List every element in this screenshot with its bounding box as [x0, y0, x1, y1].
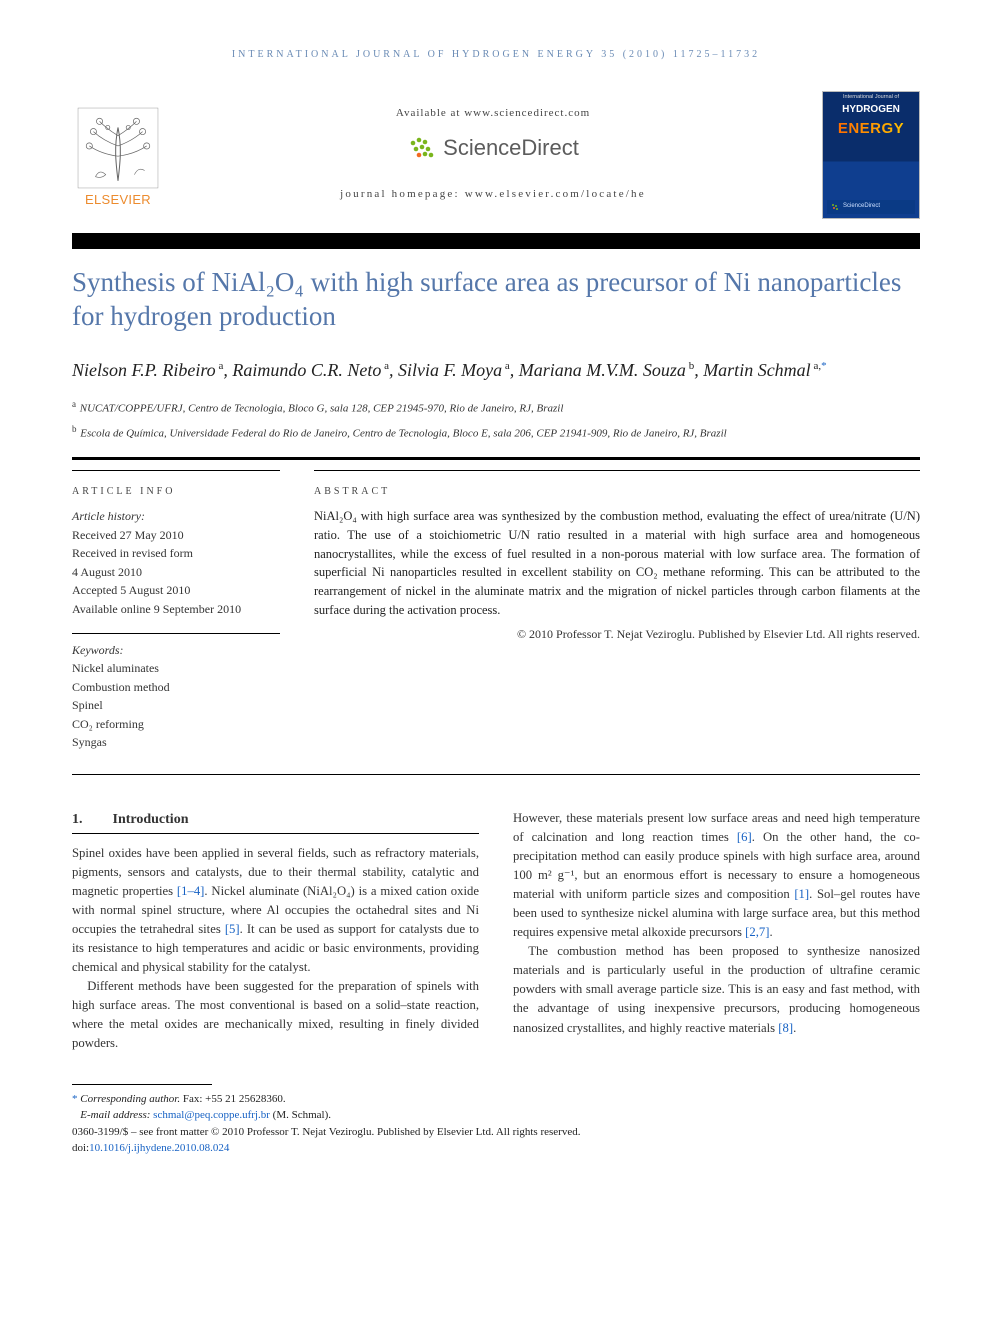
journal-homepage-link[interactable]: www.elsevier.com/locate/he — [465, 188, 646, 200]
author-aff: a, — [811, 360, 821, 372]
history-line: Received 27 May 2010 — [72, 526, 280, 545]
sciencedirect-text: ScienceDirect — [443, 132, 579, 164]
cover-hydrogen: HYDROGEN — [823, 103, 919, 118]
history-line: Accepted 5 August 2010 — [72, 581, 280, 600]
corresponding-mark: * — [821, 360, 827, 372]
author-aff: a — [216, 360, 224, 372]
running-head: INTERNATIONAL JOURNAL OF HYDROGEN ENERGY… — [72, 48, 920, 63]
sciencedirect-icon — [407, 133, 437, 163]
keywords-block: Keywords: Nickel aluminates Combustion m… — [72, 633, 280, 752]
info-grid: ARTICLE INFO Article history: Received 2… — [72, 470, 920, 752]
citation[interactable]: [8] — [778, 1021, 793, 1035]
journal-cover: International Journal of HYDROGEN ENERGY… — [822, 91, 920, 219]
masthead: ELSEVIER Available at www.sciencedirect.… — [72, 91, 920, 219]
history-line: Received in revised form — [72, 544, 280, 563]
journal-homepage-label: journal homepage: — [340, 188, 460, 200]
publisher-logo: ELSEVIER — [72, 100, 164, 210]
email-label: E-mail address: — [80, 1109, 150, 1121]
citation[interactable]: [6] — [737, 830, 752, 844]
email-link[interactable]: schmal@peq.coppe.ufrj.br — [153, 1109, 270, 1121]
body-paragraph: The combustion method has been proposed … — [513, 942, 920, 1037]
article-title: Synthesis of NiAl₂O₄ with high surface a… — [72, 265, 920, 334]
corr-label: Corresponding author. — [80, 1093, 180, 1105]
footnotes: * Corresponding author. Fax: +55 21 2562… — [72, 1091, 920, 1157]
footer-separator — [72, 1084, 212, 1085]
corr-fax: Fax: +55 21 25628360. — [183, 1093, 286, 1105]
body-paragraph: Different methods have been suggested fo… — [72, 977, 479, 1053]
corresponding-author-note: * Corresponding author. Fax: +55 21 2562… — [72, 1091, 920, 1108]
keyword: CO₂ reforming — [72, 715, 280, 734]
body-columns: 1. Introduction Spinel oxides have been … — [72, 809, 920, 1054]
author: Silvia F. Moya — [398, 360, 502, 380]
keyword: Combustion method — [72, 678, 280, 697]
body-paragraph: Spinel oxides have been applied in sever… — [72, 844, 479, 977]
publisher-name: ELSEVIER — [85, 191, 151, 210]
keyword: Spinel — [72, 696, 280, 715]
doi-link[interactable]: 10.1016/j.ijhydene.2010.08.024 — [89, 1142, 229, 1154]
email-line: E-mail address: schmal@peq.coppe.ufrj.br… — [72, 1107, 920, 1124]
keywords-label: Keywords: — [72, 642, 280, 659]
cover-energy: ENERGY — [823, 118, 919, 140]
cover-bottom: ScienceDirect — [827, 200, 915, 214]
section-title: Introduction — [113, 809, 189, 830]
author: Martin Schmal — [703, 360, 811, 380]
citation[interactable]: [2,7] — [745, 925, 769, 939]
abstract-col: ABSTRACT NiAl₂O₄ with high surface area … — [314, 470, 920, 752]
history-label: Article history: — [72, 507, 280, 526]
section-number: 1. — [72, 809, 83, 830]
keyword: Nickel aluminates — [72, 659, 280, 678]
cover-top: International Journal of — [823, 92, 919, 102]
article-info-col: ARTICLE INFO Article history: Received 2… — [72, 470, 280, 752]
available-at: Available at www.sciencedirect.com — [182, 106, 804, 122]
journal-homepage: journal homepage: www.elsevier.com/locat… — [182, 187, 804, 203]
article-info-heading: ARTICLE INFO — [72, 485, 280, 500]
citation[interactable]: [5] — [225, 922, 240, 936]
history-line: Available online 9 September 2010 — [72, 600, 280, 619]
rule-thin — [72, 457, 920, 460]
doi-line: doi:10.1016/j.ijhydene.2010.08.024 — [72, 1140, 920, 1157]
info-end-rule — [72, 774, 920, 775]
author: Nielson F.P. Ribeiro — [72, 360, 216, 380]
keyword: Syngas — [72, 733, 280, 752]
email-who: (M. Schmal). — [273, 1109, 331, 1121]
article-history: Article history: Received 27 May 2010 Re… — [72, 507, 280, 619]
sciencedirect-logo: ScienceDirect — [407, 132, 579, 164]
abstract-text: NiAl₂O₄ with high surface area was synth… — [314, 507, 920, 620]
author-list: Nielson F.P. Ribeiro a, Raimundo C.R. Ne… — [72, 358, 920, 382]
cover-bottom-text: ScienceDirect — [843, 202, 880, 211]
abstract-copyright: © 2010 Professor T. Nejat Veziroglu. Pub… — [314, 626, 920, 643]
author-aff: a — [502, 360, 510, 372]
body-paragraph: However, these materials present low sur… — [513, 809, 920, 942]
doi-label: doi: — [72, 1142, 89, 1154]
history-line: 4 August 2010 — [72, 563, 280, 582]
front-matter: 0360-3199/$ – see front matter © 2010 Pr… — [72, 1124, 920, 1141]
author-aff: a — [381, 360, 389, 372]
rule-thick — [72, 233, 920, 249]
affiliation-text: Escola de Química, Universidade Federal … — [80, 428, 726, 440]
affiliation-b: b Escola de Química, Universidade Federa… — [72, 423, 920, 443]
keywords-list: Nickel aluminates Combustion method Spin… — [72, 659, 280, 752]
affiliation-a: a NUCAT/COPPE/UFRJ, Centro de Tecnologia… — [72, 398, 920, 418]
affiliation-text: NUCAT/COPPE/UFRJ, Centro de Tecnologia, … — [80, 403, 564, 415]
abstract-heading: ABSTRACT — [314, 485, 920, 500]
author: Mariana M.V.M. Souza — [519, 360, 686, 380]
asterisk-icon: * — [72, 1093, 78, 1105]
sciencedirect-mini-icon — [830, 202, 840, 212]
citation[interactable]: [1–4] — [177, 884, 204, 898]
author-aff: b — [686, 360, 694, 372]
citation[interactable]: [1] — [794, 887, 809, 901]
author: Raimundo C.R. Neto — [232, 360, 381, 380]
section-heading: 1. Introduction — [72, 809, 479, 834]
elsevier-tree-icon — [77, 107, 159, 189]
masthead-center: Available at www.sciencedirect.com Scien… — [182, 106, 804, 203]
